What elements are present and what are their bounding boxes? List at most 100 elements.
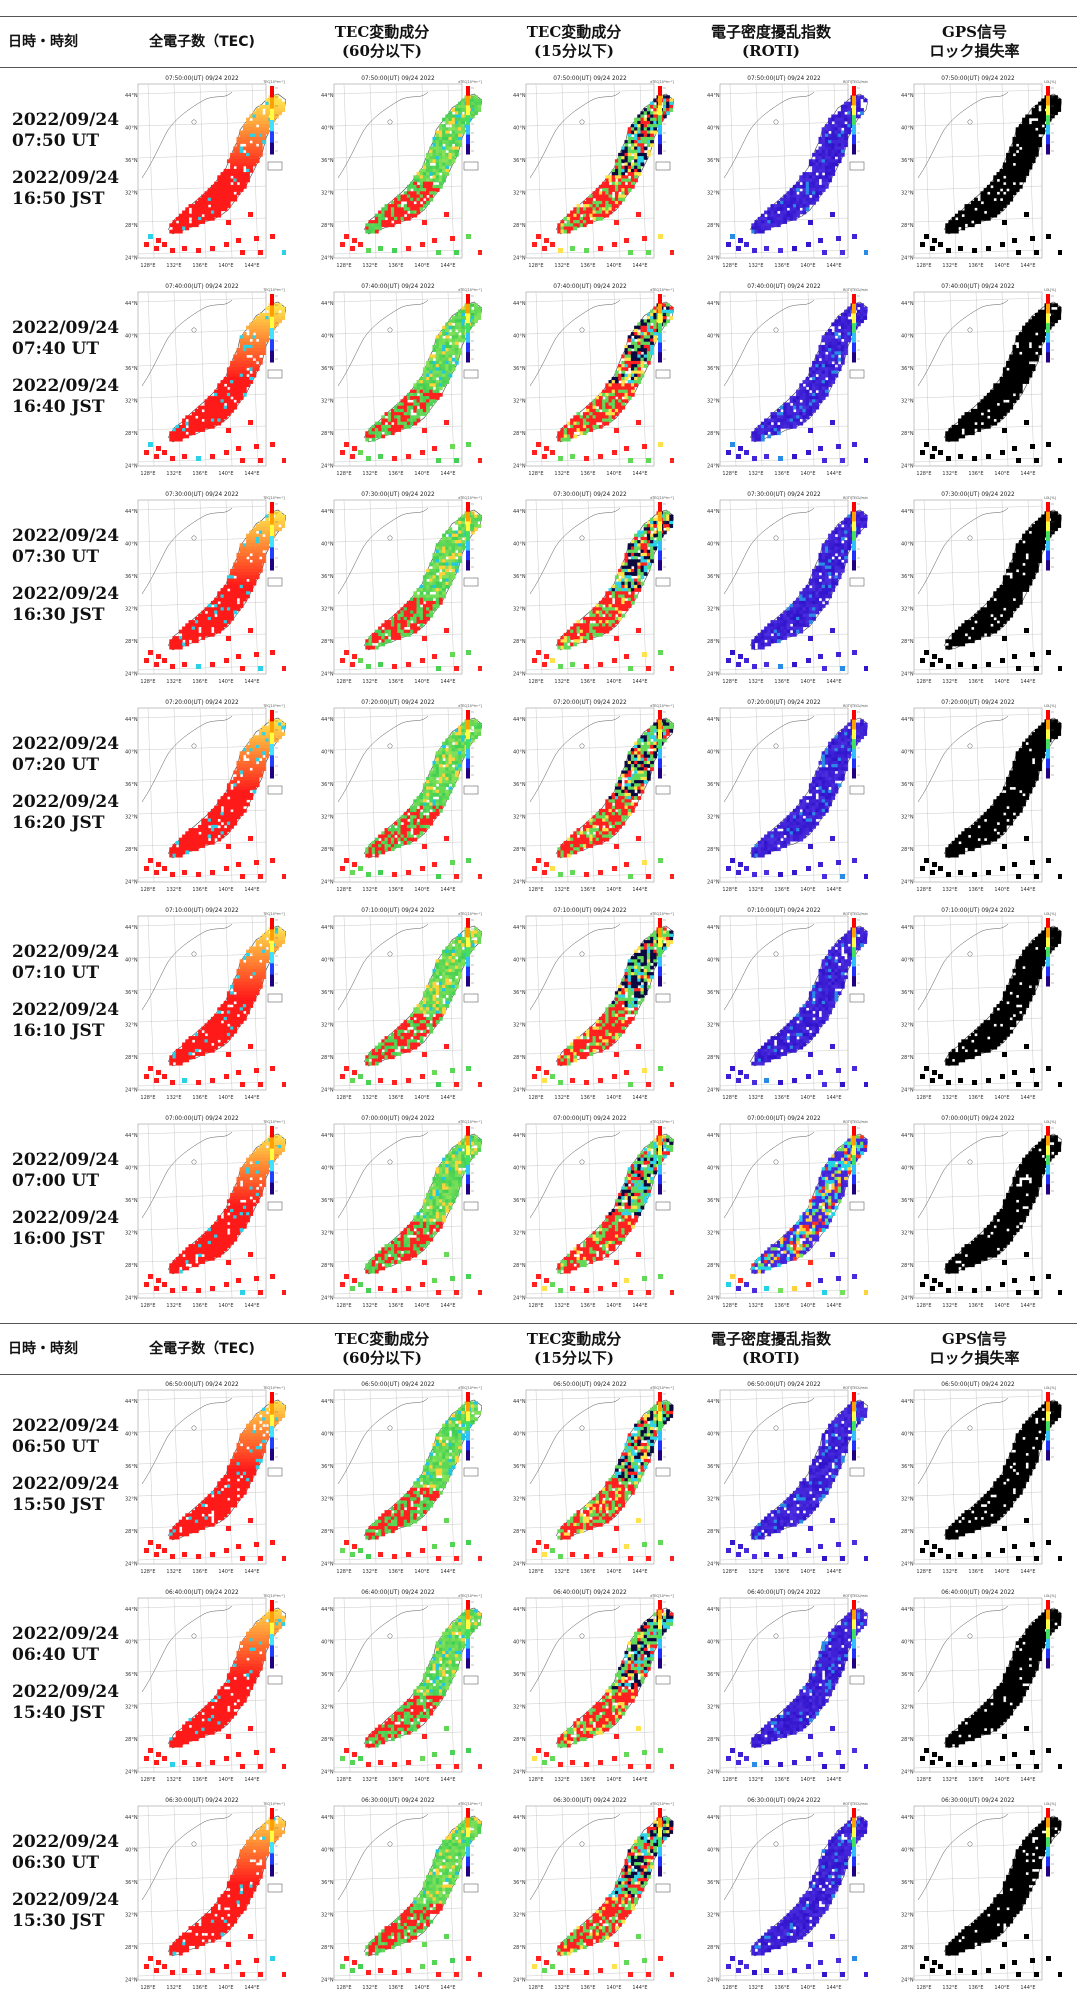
utc-time-label: 2022/09/24 07:40 UT bbox=[12, 318, 120, 360]
color-scale-segment bbox=[852, 86, 856, 96]
legend-box bbox=[656, 162, 670, 170]
island-station-point bbox=[156, 446, 161, 451]
station-point bbox=[955, 230, 959, 234]
map-frame bbox=[526, 84, 674, 258]
latitude-tick-label: 32°N bbox=[901, 399, 914, 405]
station-point bbox=[987, 217, 991, 221]
island-station-point bbox=[344, 234, 349, 239]
island-station-point bbox=[532, 450, 537, 455]
island-station-point bbox=[344, 442, 349, 447]
latitude-tick-label: 28°N bbox=[707, 431, 720, 437]
station-point bbox=[1041, 131, 1045, 135]
island-station-point bbox=[1000, 242, 1005, 247]
latitude-tick-label: 24°N bbox=[707, 256, 720, 262]
longitude-tick-label: 140°E bbox=[218, 679, 233, 685]
latitude-tick-label: 24°N bbox=[125, 464, 138, 470]
island-station-point bbox=[422, 428, 427, 433]
island-station-point bbox=[162, 658, 167, 663]
station-point bbox=[407, 425, 411, 429]
island-station-point bbox=[636, 212, 641, 217]
latitude-tick-label: 44°N bbox=[513, 301, 526, 307]
station-point bbox=[211, 217, 215, 221]
island-station-point bbox=[432, 446, 437, 451]
latitude-tick-label: 32°N bbox=[125, 607, 138, 613]
latitude-tick-label: 40°N bbox=[707, 126, 720, 132]
island-station-point bbox=[864, 250, 868, 255]
longitude-tick-label: 140°E bbox=[218, 263, 233, 269]
island-station-point bbox=[670, 458, 674, 463]
island-station-point bbox=[932, 446, 937, 451]
island-station-point bbox=[726, 450, 731, 455]
longitude-tick-label: 136°E bbox=[968, 263, 983, 269]
island-station-point bbox=[182, 246, 187, 251]
station-point bbox=[423, 412, 427, 416]
station-point bbox=[201, 636, 205, 640]
latitude-tick-label: 40°N bbox=[321, 126, 334, 132]
latitude-tick-label: 32°N bbox=[125, 399, 138, 405]
station-point bbox=[372, 438, 376, 442]
island-station-point bbox=[946, 456, 951, 461]
color-scale-segment bbox=[658, 115, 662, 125]
color-scale-segment bbox=[658, 323, 662, 333]
longitude-tick-label: 132°E bbox=[554, 471, 569, 477]
longitude-tick-label: 136°E bbox=[580, 263, 595, 269]
island-station-point bbox=[282, 458, 286, 463]
latitude-tick-label: 36°N bbox=[707, 158, 720, 164]
island-station-point bbox=[406, 246, 411, 251]
island-station-point bbox=[932, 238, 937, 243]
longitude-tick-label: 128°E bbox=[528, 263, 543, 269]
legend-box bbox=[464, 370, 478, 378]
island-station-point bbox=[358, 450, 363, 455]
island-station-point bbox=[1034, 250, 1039, 255]
island-station-point bbox=[612, 242, 617, 247]
island-station-point bbox=[752, 456, 757, 461]
island-station-point bbox=[584, 456, 589, 461]
color-scale-segment bbox=[466, 352, 470, 362]
island-station-point bbox=[148, 234, 153, 239]
header-roti: 電子密度擾乱指数 (ROTI) bbox=[670, 1330, 872, 1368]
unit-label: dTEC[10¹⁶m⁻²] bbox=[458, 288, 481, 292]
color-scale-segment bbox=[852, 125, 856, 135]
latitude-tick-label: 24°N bbox=[513, 464, 526, 470]
island-station-point bbox=[930, 246, 935, 251]
island-station-point bbox=[986, 246, 991, 251]
island-station-point bbox=[584, 248, 589, 253]
longitude-tick-label: 144°E bbox=[244, 263, 259, 269]
longitude-tick-label: 132°E bbox=[362, 263, 377, 269]
station-point bbox=[599, 217, 603, 221]
station-point bbox=[413, 422, 417, 426]
longitude-tick-label: 132°E bbox=[554, 263, 569, 269]
color-scale-segment bbox=[270, 513, 274, 525]
station-point bbox=[201, 428, 205, 432]
latitude-tick-label: 40°N bbox=[707, 334, 720, 340]
latitude-tick-label: 44°N bbox=[321, 301, 334, 307]
unit-label: TEC[10¹⁶m⁻²] bbox=[262, 288, 284, 292]
island-station-point bbox=[436, 250, 441, 255]
island-station-point bbox=[236, 446, 241, 451]
island-station-point bbox=[148, 442, 153, 447]
latitude-tick-label: 40°N bbox=[125, 126, 138, 132]
latitude-tick-label: 44°N bbox=[513, 93, 526, 99]
color-scale-segment bbox=[466, 135, 470, 145]
legend-box bbox=[850, 162, 864, 170]
station-point bbox=[961, 227, 965, 231]
longitude-tick-label: 140°E bbox=[800, 471, 815, 477]
station-point bbox=[767, 227, 771, 231]
island-station-point bbox=[226, 636, 231, 641]
color-scale-segment bbox=[658, 294, 662, 304]
island-station-point bbox=[350, 246, 355, 251]
color-scale-segment bbox=[1046, 86, 1050, 96]
island-station-point bbox=[144, 242, 149, 247]
island-station-point bbox=[248, 420, 253, 425]
latitude-tick-label: 36°N bbox=[513, 158, 526, 164]
latitude-tick-label: 40°N bbox=[125, 542, 138, 548]
color-scale-segment bbox=[658, 304, 662, 314]
latitude-tick-label: 44°N bbox=[125, 93, 138, 99]
color-scale-segment bbox=[270, 143, 274, 155]
color-scale-segment bbox=[852, 304, 856, 314]
island-station-point bbox=[840, 458, 845, 463]
legend-box bbox=[268, 578, 282, 586]
island-station-point bbox=[254, 444, 259, 449]
